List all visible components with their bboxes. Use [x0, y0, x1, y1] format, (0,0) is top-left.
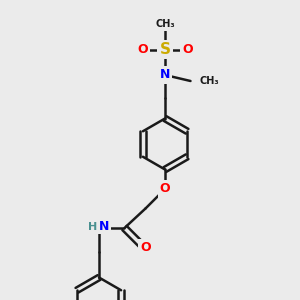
- Text: O: O: [140, 241, 151, 254]
- Text: O: O: [182, 43, 193, 56]
- Text: S: S: [160, 42, 170, 57]
- Text: O: O: [160, 182, 170, 196]
- Text: CH₃: CH₃: [200, 76, 219, 86]
- Text: H: H: [88, 221, 98, 232]
- Text: N: N: [99, 220, 110, 233]
- Text: O: O: [137, 43, 148, 56]
- Text: N: N: [160, 68, 170, 82]
- Text: CH₃: CH₃: [155, 19, 175, 29]
